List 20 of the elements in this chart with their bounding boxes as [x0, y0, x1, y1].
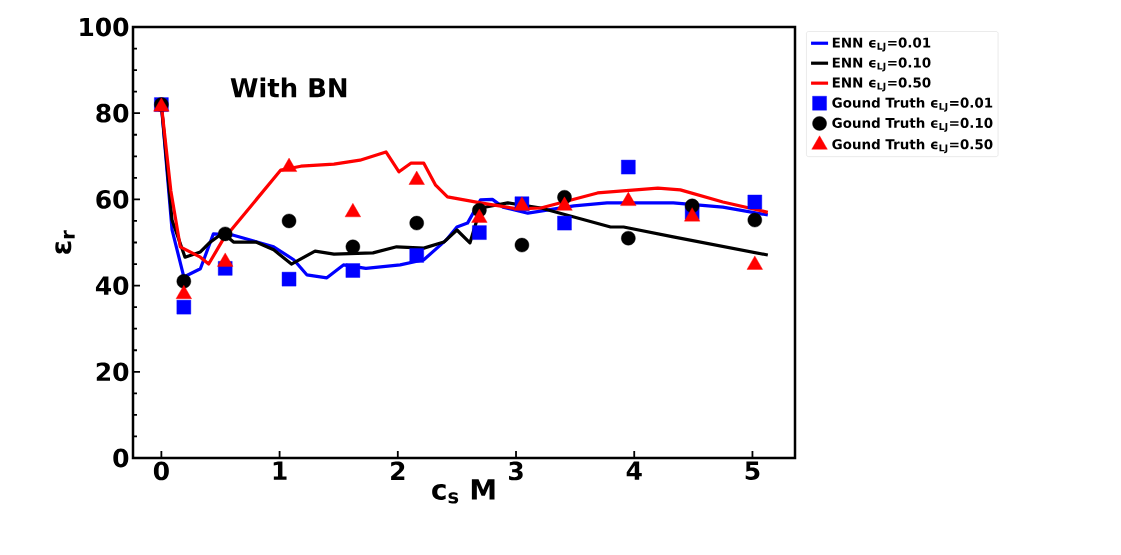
y-tick-label: 80	[96, 103, 129, 123]
x-tick-label: 0	[153, 461, 169, 481]
legend-label: ENN ϵ$_{LJ}$=0.50	[832, 77, 931, 92]
legend-label: Gound Truth ϵ$_{LJ}$=0.10	[832, 117, 993, 132]
x-tick-label: 3	[509, 461, 523, 481]
legend-label: Gound Truth ϵ$_{LJ}$=0.01	[832, 97, 993, 112]
legend-label: Gound Truth ϵ$_{LJ}$=0.50	[832, 138, 993, 154]
legend-label: ENN ϵ$_{LJ}$=0.10	[832, 57, 931, 72]
x-tick-label: 5	[745, 461, 760, 481]
x-tick-label: 4	[626, 461, 642, 480]
x-axis-title: c$_{s}$ M	[432, 479, 495, 504]
text: With BN	[230, 77, 347, 98]
y-axis-title: ε$_{r}$	[55, 230, 75, 254]
y-tick-label: 60	[96, 189, 129, 209]
x-tick-label: 2	[391, 461, 405, 480]
y-tick-label: 100	[80, 17, 129, 37]
y-tick-label: 40	[95, 276, 129, 296]
x-tick-label: 1	[273, 461, 287, 480]
y-tick-label: 20	[96, 362, 129, 382]
legend-label: ENN ϵ$_{LJ}$=0.01	[832, 37, 931, 52]
